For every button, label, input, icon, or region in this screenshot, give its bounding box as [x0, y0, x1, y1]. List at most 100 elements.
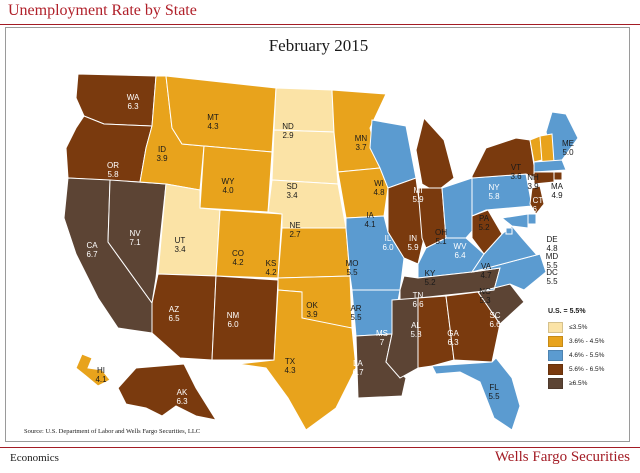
legend-swatch	[548, 349, 563, 361]
state-mt	[165, 75, 277, 153]
header-rule	[0, 24, 640, 25]
state-value-nm: 6.0	[227, 320, 239, 329]
state-value-pa: 5.2	[478, 223, 490, 232]
footer-right: Wells Fargo Securities	[494, 449, 630, 465]
state-label-nv: NV	[129, 229, 141, 238]
state-value-az: 6.5	[168, 314, 180, 323]
state-value-fl: 5.5	[488, 392, 500, 401]
footer-left: Economics	[10, 452, 59, 464]
state-label-mn: MN	[355, 134, 368, 143]
state-label-co: CO	[232, 249, 244, 258]
state-label-ar: AR	[350, 304, 361, 313]
state-label-nd: ND	[282, 122, 294, 131]
state-label-ky: KY	[425, 269, 436, 278]
state-label-ca: CA	[86, 241, 98, 250]
state-value-ri: 6.3	[558, 206, 570, 215]
legend-swatch	[548, 335, 563, 347]
state-value-mo: 5.5	[346, 268, 358, 277]
source-note: Source: U.S. Department of Labor and Wel…	[24, 428, 201, 435]
state-value-mi: 5.9	[412, 195, 424, 204]
state-label-tn: TN	[413, 291, 424, 300]
map-frame: February 2015 WA 6.3 OR 5.8 CA 6.7 NV 7.1 ID 3.9 M…	[5, 27, 630, 442]
state-value-ct: 6.4	[532, 205, 544, 214]
state-label-md: MD	[546, 252, 559, 261]
state-az	[151, 273, 217, 361]
state-value-md: 5.5	[546, 261, 558, 270]
legend-item: 3.6% - 4.5%	[548, 335, 628, 347]
state-md	[500, 213, 529, 229]
state-label-me: ME	[562, 139, 574, 148]
state-label-oh: OH	[435, 228, 447, 237]
legend-swatch	[548, 363, 563, 375]
state-value-vt: 3.6	[510, 172, 522, 181]
state-label-ak: AK	[177, 388, 188, 397]
state-value-al: 5.8	[410, 330, 422, 339]
legend: U.S. = 5.5% ≤3.5% 3.6% - 4.5% 4.6% - 5.5% 5…	[548, 308, 628, 392]
state-label-wy: WY	[222, 177, 236, 186]
state-label-mo: MO	[346, 259, 359, 268]
state-label-ut: UT	[175, 236, 186, 245]
legend-swatch	[548, 321, 563, 333]
state-value-nd: 2.9	[282, 131, 294, 140]
state-value-sd: 3.4	[286, 191, 298, 200]
state-label-fl: FL	[489, 383, 499, 392]
state-value-ga: 6.3	[447, 338, 459, 347]
state-label-ia: IA	[366, 211, 374, 220]
us-state-map: WA6.3OR5.8CA6.7NV7.1ID3.9MT4.3WY4.0UT3.4…	[63, 73, 579, 431]
state-value-oh: 5.1	[435, 237, 447, 246]
state-wv	[471, 209, 503, 255]
state-value-wi: 4.8	[373, 188, 385, 197]
state-label-ri: RI	[560, 197, 568, 206]
state-label-nj: NJ	[537, 221, 547, 230]
state-ct	[533, 171, 555, 185]
state-dc	[505, 227, 513, 235]
state-tx	[237, 289, 357, 431]
state-value-sc: 6.6	[489, 320, 501, 329]
state-label-ny: NY	[488, 183, 500, 192]
state-value-or: 5.8	[107, 170, 119, 179]
state-label-wi: WI	[374, 179, 384, 188]
state-value-il: 6.0	[382, 243, 394, 252]
state-label-pa: PA	[479, 214, 490, 223]
state-label-de: DE	[546, 235, 557, 244]
state-value-ar: 5.5	[350, 313, 362, 322]
legend-label: ≥6.5%	[569, 379, 588, 387]
state-value-co: 4.2	[232, 258, 244, 267]
state-de	[527, 213, 537, 225]
state-value-ia: 4.1	[364, 220, 376, 229]
state-value-de: 4.8	[546, 244, 558, 253]
state-value-nc: 5.3	[479, 296, 491, 305]
state-label-ks: KS	[266, 259, 277, 268]
header-title: Unemployment Rate by State	[8, 2, 197, 19]
legend-label: 4.6% - 5.5%	[569, 351, 605, 359]
state-value-nh: 3.9	[527, 182, 539, 191]
legend-label: 3.6% - 4.5%	[569, 337, 605, 345]
state-mi	[415, 116, 455, 193]
state-ak	[117, 363, 218, 421]
state-ga	[445, 291, 501, 363]
state-label-dc: DC	[546, 268, 558, 277]
state-label-il: IL	[385, 234, 392, 243]
state-value-ms: 7	[380, 338, 385, 347]
state-value-ca: 6.7	[86, 250, 98, 259]
state-value-tx: 4.3	[284, 366, 296, 375]
state-label-ok: OK	[306, 301, 318, 310]
state-va	[470, 225, 541, 273]
state-hi	[75, 353, 111, 387]
state-value-mn: 3.7	[355, 143, 367, 152]
state-ia	[337, 167, 389, 219]
state-label-mt: MT	[207, 113, 219, 122]
state-value-nj: 6.4	[536, 230, 548, 239]
state-nc	[471, 253, 547, 293]
state-value-ks: 4.2	[265, 268, 277, 277]
state-value-tn: 6.6	[412, 300, 424, 309]
state-ri	[553, 171, 563, 181]
state-nh	[539, 133, 555, 163]
legend-label: ≤3.5%	[569, 323, 588, 331]
state-value-in: 5.9	[407, 243, 419, 252]
state-value-va: 4.7	[480, 271, 492, 280]
footer-rule	[0, 447, 640, 448]
state-label-nm: NM	[227, 311, 240, 320]
state-label-ma: MA	[551, 182, 564, 191]
state-value-wv: 6.4	[454, 251, 466, 260]
